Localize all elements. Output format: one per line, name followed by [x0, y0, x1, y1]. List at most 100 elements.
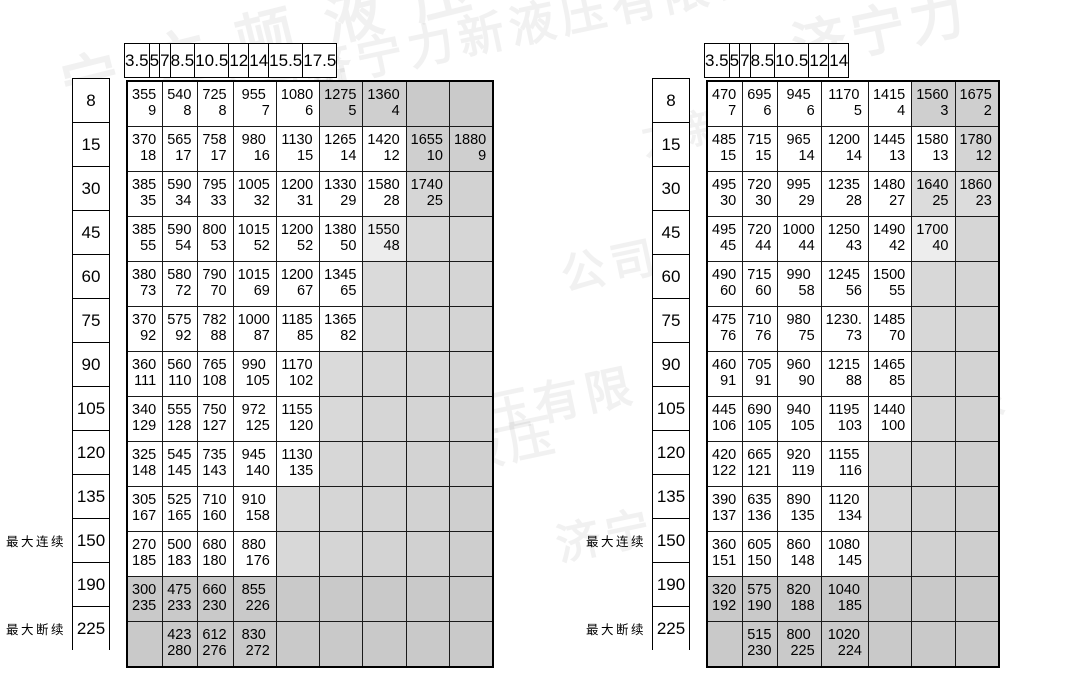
cell-value-secondary: 5 [348, 103, 357, 119]
data-cell-empty [867, 531, 913, 577]
row-header-cell: 135 [73, 475, 109, 519]
table-row: 380 73 580 72 790 70 1015 69 1200 67 1345 65 [126, 261, 494, 307]
data-cell-empty [448, 486, 494, 532]
table-row: 270 185 500 183 680 180 880 176 [126, 531, 494, 577]
cell-value-secondary: 50 [340, 238, 357, 254]
data-cell: 660 230 [197, 576, 234, 622]
cell-value-primary: 1235 [827, 177, 860, 194]
cell-value-secondary: 35 [140, 193, 157, 209]
data-cell: 525 165 [162, 486, 199, 532]
right-row-header-column: 8 15 30 45 60 75 90 105 120 135 150 190 225 [652, 78, 690, 651]
cell-value-primary: 1120 [828, 492, 860, 509]
table-row: 300 235 475 233 660 230 855 226 [126, 576, 494, 622]
cell-value-primary: 1000 [782, 222, 815, 239]
cell-value-secondary: 134 [837, 508, 862, 524]
row-header-cell: 225 [653, 607, 689, 651]
cell-value-primary: 1380 [324, 222, 357, 239]
cell-value-primary: 320 [712, 582, 737, 599]
cell-value-primary: 860 [786, 537, 811, 554]
cell-value-secondary: 180 [202, 553, 227, 569]
cell-value-secondary: 70 [210, 283, 227, 299]
data-cell: 270 185 [126, 531, 164, 577]
cell-value-primary: 1700 [916, 222, 949, 239]
data-cell-empty [954, 531, 1000, 577]
cell-value-secondary: 6 [305, 103, 314, 119]
cell-value-secondary: 91 [755, 373, 772, 389]
table-row: 360 111 560 110 765 108 990 105 1170 102 [126, 351, 494, 397]
data-cell: 420 122 [706, 441, 744, 487]
cell-value-secondary: 3 [940, 103, 949, 119]
data-cell: 945 6 [777, 80, 822, 127]
cell-value-secondary: 73 [140, 283, 157, 299]
data-cell: 1740 25 [405, 171, 450, 217]
cell-value-secondary: 73 [845, 328, 862, 344]
column-header-cell: 10.5 [774, 43, 810, 78]
column-header-cell: 7 [739, 43, 751, 78]
data-cell: 1020 224 [820, 621, 869, 668]
data-cell-empty [405, 351, 450, 397]
cell-value-primary: 470 [712, 87, 737, 104]
column-header-cell: 14 [248, 43, 270, 78]
data-cell-empty [954, 261, 1000, 307]
cell-value-secondary: 125 [245, 418, 270, 434]
cell-value-primary: 360 [712, 537, 737, 554]
cell-value-primary: 1550 [367, 222, 400, 239]
cell-value-secondary: 224 [837, 643, 862, 659]
cell-value-secondary: 14 [798, 148, 815, 164]
cell-value-secondary: 10 [426, 148, 443, 164]
cell-value-primary: 1005 [237, 177, 270, 194]
row-header-cell: 15 [73, 123, 109, 167]
cell-value-primary: 1200 [280, 222, 314, 239]
data-cell: 1245 56 [820, 261, 869, 307]
data-cell: 1860 23 [954, 171, 1000, 217]
data-cell: 1640 25 [911, 171, 956, 217]
data-cell: 300 235 [126, 576, 164, 622]
table-row: 475 76 710 76 980 75 1230. 73 1485 70 [706, 306, 1000, 352]
data-cell: 1490 42 [867, 216, 913, 262]
row-header-cell: 120 [73, 431, 109, 475]
data-cell: 945 140 [232, 441, 277, 487]
data-cell-empty [911, 441, 956, 487]
data-cell-empty [448, 171, 494, 217]
data-cell-empty [448, 306, 494, 352]
data-cell-empty [126, 621, 164, 668]
data-cell-empty [954, 486, 1000, 532]
data-cell: 340 129 [126, 396, 164, 442]
cell-value-secondary: 52 [297, 238, 314, 254]
data-cell-empty [448, 396, 494, 442]
data-cell-empty [911, 621, 956, 668]
data-cell: 665 121 [742, 441, 779, 487]
cell-value-primary: 1155 [281, 402, 313, 419]
cell-value-primary: 940 [786, 402, 811, 419]
column-header-cell: 12 [808, 43, 830, 78]
cell-value-primary: 1275 [324, 87, 357, 104]
data-cell-empty [362, 576, 407, 622]
data-cell: 705 91 [742, 351, 779, 397]
data-cell-empty [448, 216, 494, 262]
cell-value-secondary: 76 [755, 328, 772, 344]
cell-value-secondary: 17 [210, 148, 227, 164]
data-cell: 990 105 [232, 351, 277, 397]
cell-value-secondary: 110 [168, 373, 192, 389]
left-data-grid: 355 9 540 8 725 8 955 7 1080 6 1275 5 1360 4 370 18 565 1… [126, 80, 495, 668]
data-cell: 980 16 [232, 126, 277, 172]
row-header-cell: 225 [73, 607, 109, 651]
cell-value-primary: 545 [167, 447, 192, 464]
cell-value-secondary: 65 [340, 283, 357, 299]
column-header-cell: 12 [228, 43, 250, 78]
cell-value-secondary: 70 [889, 328, 906, 344]
data-cell: 1230. 73 [820, 306, 869, 352]
cell-value-primary: 575 [167, 312, 192, 329]
cell-value-primary: 612 [202, 627, 227, 644]
cell-value-secondary: 185 [132, 553, 157, 569]
cell-value-secondary: 122 [712, 463, 737, 479]
data-cell: 475 233 [162, 576, 199, 622]
cell-value-primary: 990 [786, 267, 811, 284]
cell-value-secondary: 92 [175, 328, 192, 344]
data-cell: 390 137 [706, 486, 744, 532]
cell-value-secondary: 230 [202, 598, 227, 614]
cell-value-primary: 1365 [324, 312, 357, 329]
cell-value-secondary: 72 [175, 283, 192, 299]
cell-value-primary: 1360 [367, 87, 400, 104]
cell-value-secondary: 18 [140, 148, 157, 164]
